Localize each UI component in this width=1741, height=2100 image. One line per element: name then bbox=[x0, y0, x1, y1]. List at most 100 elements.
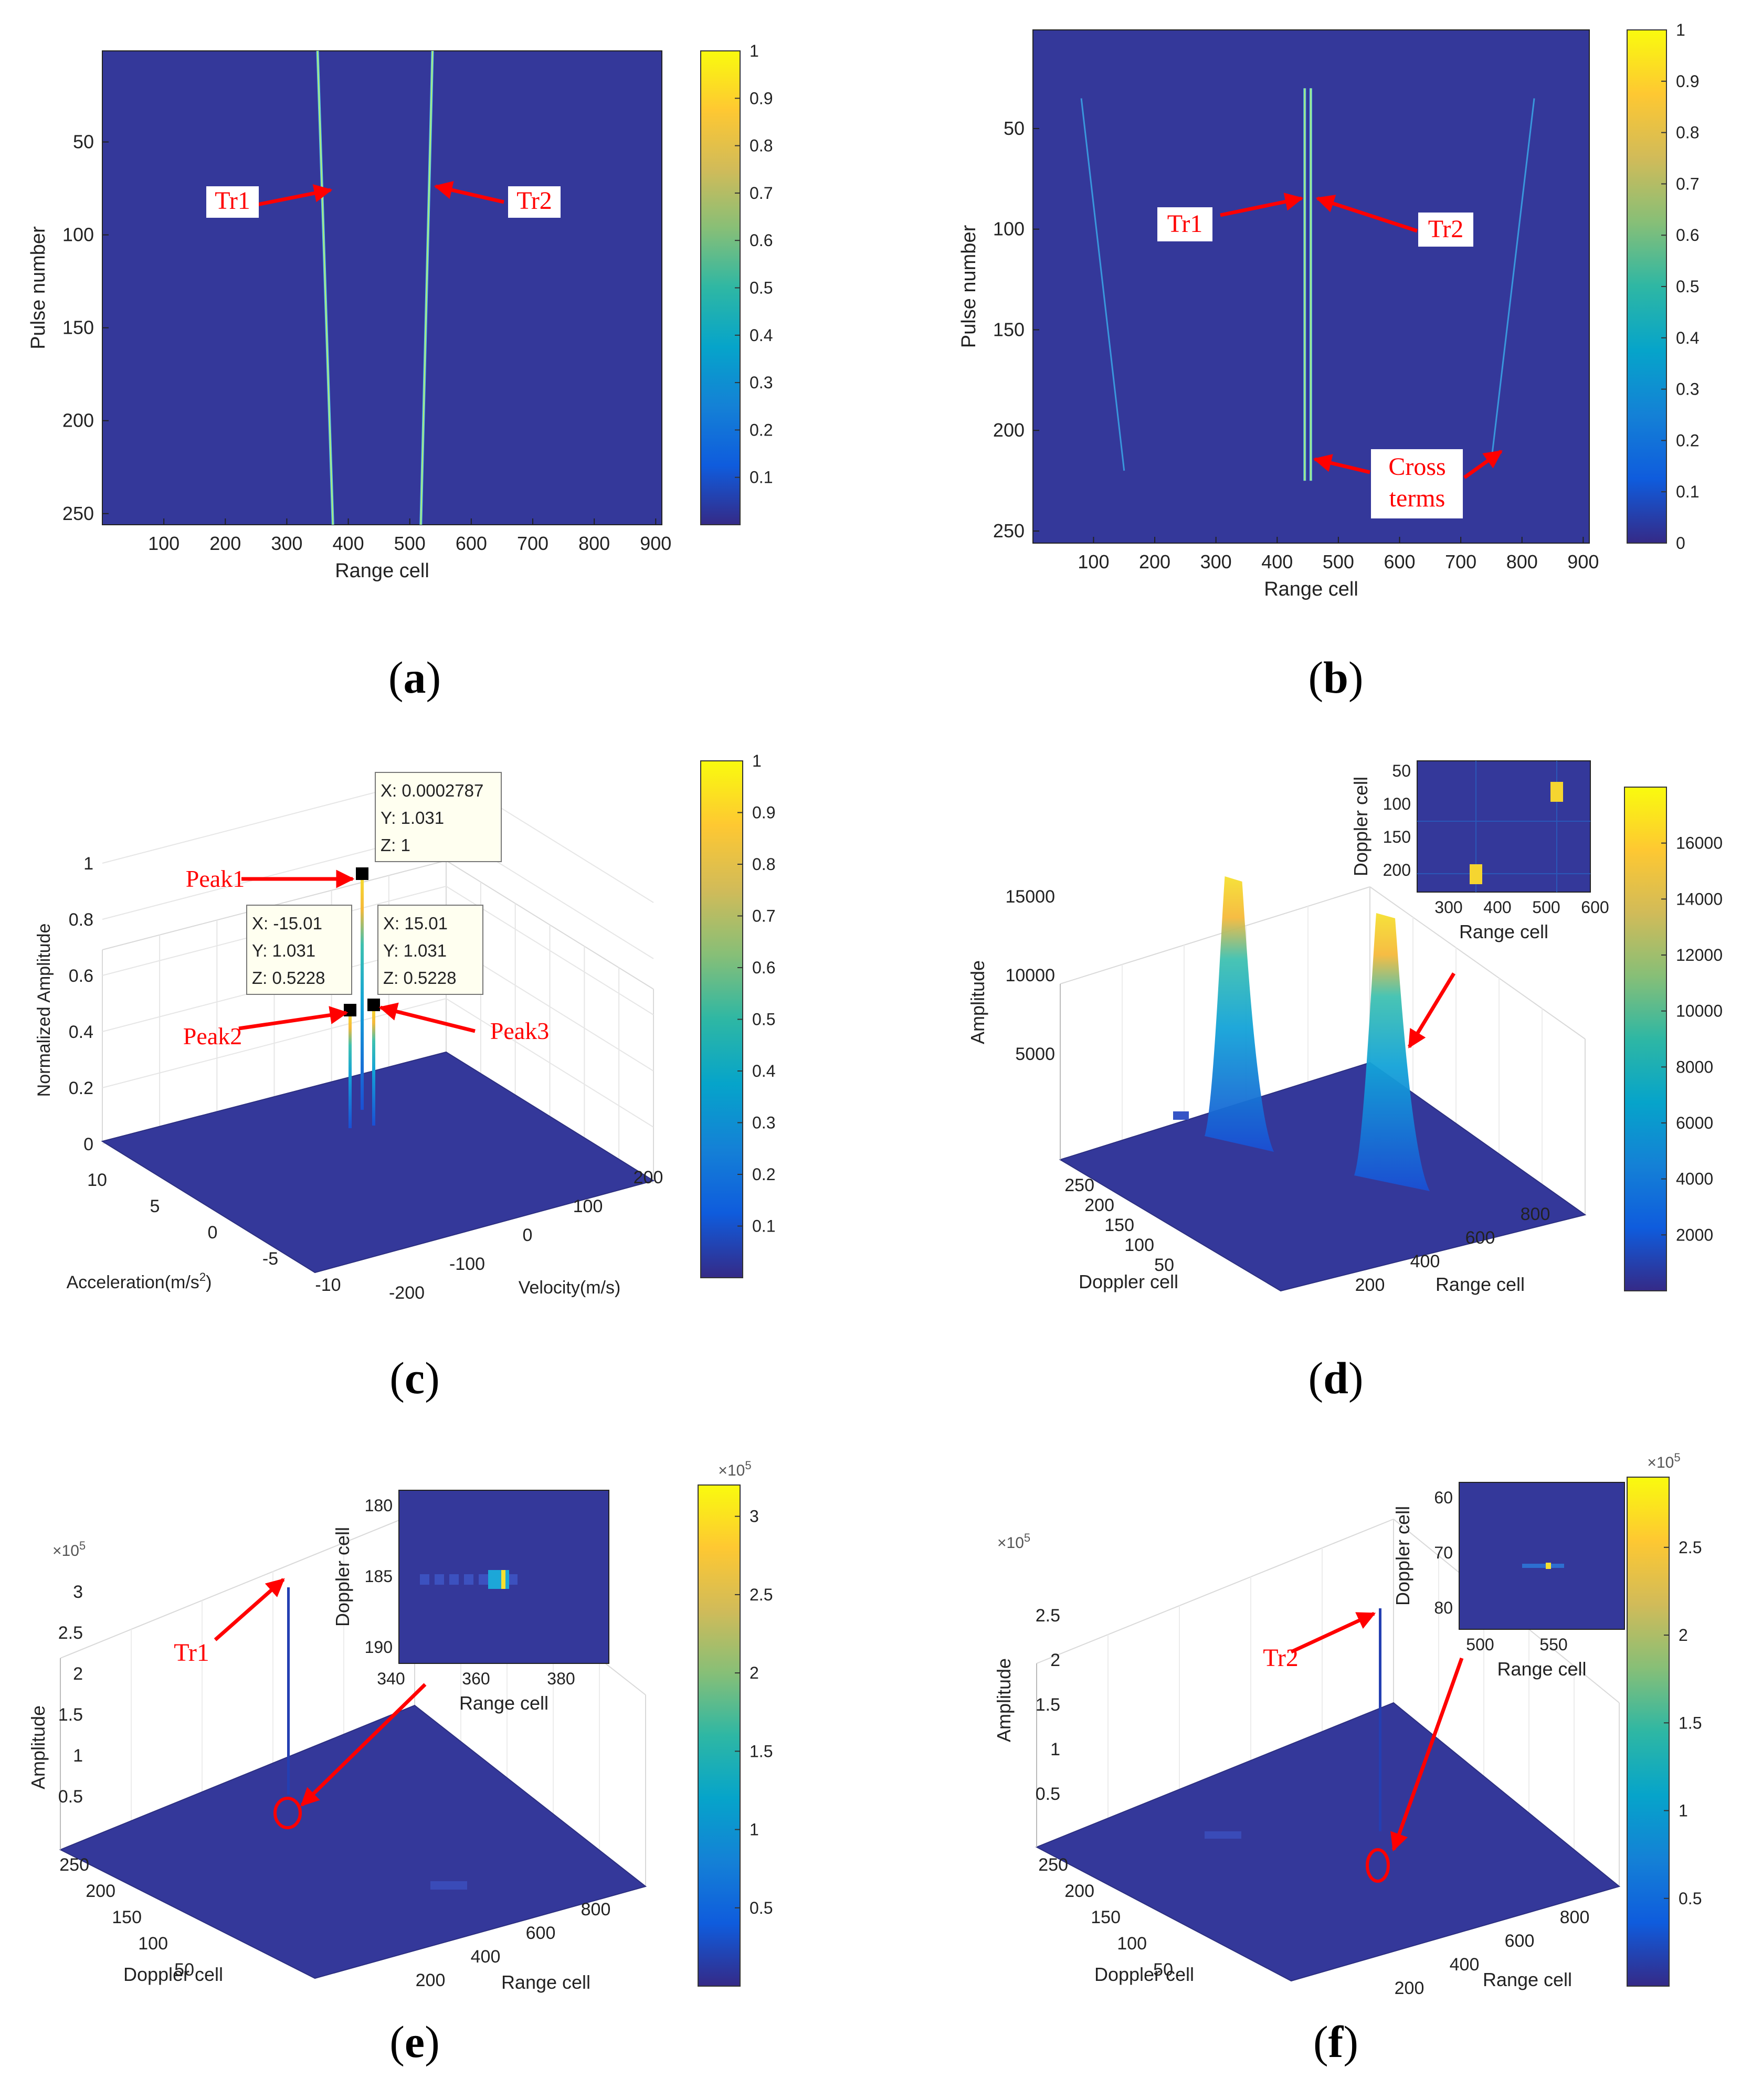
z-exponent-base: ×10 bbox=[997, 1534, 1024, 1552]
paren-close: ) bbox=[426, 652, 441, 703]
y-tick-label: 250 bbox=[62, 503, 94, 524]
label-tr1: Tr1 bbox=[174, 1639, 209, 1667]
y-tick-label: 250 bbox=[59, 1855, 89, 1875]
arrow-inset bbox=[300, 1683, 427, 1807]
y-axis-label-end: ) bbox=[206, 1272, 212, 1292]
x-tick-label: 500 bbox=[394, 533, 426, 554]
z-tick-label: 0.2 bbox=[69, 1078, 93, 1098]
panel-b-colorbar-tick-label: 0.1 bbox=[1676, 482, 1699, 501]
data-tip-line: Y: 1.031 bbox=[252, 941, 315, 960]
x-tick-label: -100 bbox=[449, 1254, 485, 1274]
y-axis-label: Pulse number bbox=[958, 225, 980, 348]
z-tick-label: 2 bbox=[1050, 1650, 1060, 1670]
paren-close: ) bbox=[425, 1353, 440, 1403]
panel-label-e: (e) bbox=[389, 2017, 439, 2067]
panel-d-colorbar-gradient bbox=[1624, 787, 1667, 1291]
panel-label-d-text: (d) bbox=[1308, 1353, 1363, 1403]
inset-x-axis-label: Range cell bbox=[459, 1692, 548, 1714]
panel-label-e-text: (e) bbox=[389, 2017, 439, 2067]
inset-streak-cell bbox=[420, 1574, 429, 1585]
grid-line bbox=[60, 1513, 415, 1659]
panel-a-colorbar-tick-label: 0.7 bbox=[750, 184, 773, 203]
panel-f-colorbar: 0.5 1 1.5 2 2.5 bbox=[1627, 1477, 1702, 1987]
data-tip-line: X: 0.0002787 bbox=[381, 781, 483, 800]
inset-y-tick-label: 150 bbox=[1383, 828, 1411, 846]
peak-1 bbox=[361, 874, 364, 1110]
z-tick-label: 1 bbox=[1050, 1740, 1060, 1759]
y-tick-label: 100 bbox=[1117, 1934, 1147, 1954]
panel-c-colorbar-tick-label: 0.9 bbox=[752, 803, 775, 822]
x-tick-label: 800 bbox=[578, 533, 610, 554]
panel-b-colorbar-tick-label: 1 bbox=[1676, 20, 1685, 39]
panel-b-colorbar-tick-label: 0.9 bbox=[1676, 72, 1699, 91]
inset-streak bbox=[1522, 1564, 1564, 1568]
arrow-peak2 bbox=[238, 1006, 349, 1031]
paren-open: ( bbox=[1313, 2017, 1328, 2067]
inset-peak bbox=[1546, 1563, 1551, 1569]
panel-f-colorbar-tick-label: 1.5 bbox=[1679, 1713, 1702, 1732]
paren-open: ( bbox=[1308, 1353, 1323, 1403]
panel-e-colorbar-tick-label: 2.5 bbox=[750, 1585, 773, 1604]
inset-x-tick-label: 400 bbox=[1483, 898, 1511, 917]
x-tick-label: 800 bbox=[581, 1900, 611, 1919]
x-axis-label: Range cell bbox=[335, 560, 429, 582]
label-tr2: Tr2 bbox=[1418, 213, 1473, 247]
panel-a-colorbar-tick-label: 0.2 bbox=[750, 420, 773, 439]
panel-label-f: (f) bbox=[1313, 2017, 1358, 2067]
data-tip-3: X: 15.01 Y: 1.031 Z: 0.5228 bbox=[377, 905, 483, 995]
x-tick-label: 800 bbox=[1506, 551, 1538, 572]
panel-c-colorbar-tick-label: 0.3 bbox=[752, 1113, 775, 1132]
x-tick-label: 400 bbox=[1410, 1251, 1440, 1271]
z-tick-label: 0.6 bbox=[69, 966, 93, 986]
data-tip-line: Z: 0.5228 bbox=[252, 968, 325, 988]
z-tick-label: 2.5 bbox=[1036, 1606, 1060, 1626]
inset-x-tick-label: 340 bbox=[377, 1669, 405, 1688]
circle-target bbox=[273, 1797, 302, 1829]
inset-y-tick-label: 50 bbox=[1392, 761, 1411, 780]
panel-a-colorbar-tick-label: 0.4 bbox=[750, 326, 773, 345]
z-tick-label: 10000 bbox=[1005, 966, 1055, 985]
z-tick-label: 0.4 bbox=[69, 1022, 93, 1042]
y-tick-label: -5 bbox=[262, 1249, 278, 1269]
z-tick-label: 1.5 bbox=[58, 1705, 83, 1725]
x-axis-label: Range cell bbox=[1436, 1274, 1525, 1295]
panel-a-colorbar-tick-label: 0.1 bbox=[750, 468, 773, 487]
inset-x-tick-label: 360 bbox=[462, 1669, 490, 1688]
paren-close: ) bbox=[425, 2017, 440, 2067]
panel-b-colorbar-tick-label: 0.3 bbox=[1676, 380, 1699, 399]
label-peak1: Peak1 bbox=[186, 865, 245, 892]
x-tick-label: 400 bbox=[1261, 551, 1293, 572]
track-cross-left bbox=[1080, 98, 1125, 471]
panel-d-colorbar-tick-label: 16000 bbox=[1676, 834, 1723, 853]
panel-c-colorbar-tick-label: 0.5 bbox=[752, 1010, 775, 1029]
floor-bump bbox=[430, 1881, 467, 1890]
z-exponent-power: 5 bbox=[1024, 1531, 1030, 1544]
panel-letter: e bbox=[405, 2017, 425, 2067]
data-tip-line: Z: 0.5228 bbox=[383, 968, 456, 988]
cross-terms-box bbox=[1371, 449, 1463, 518]
label-tr1-text: Tr1 bbox=[1167, 210, 1203, 238]
arrow-ridge bbox=[1408, 972, 1455, 1048]
x-axis-label: Range cell bbox=[501, 1971, 590, 1993]
label-tr2-box bbox=[508, 186, 561, 218]
panel-c-colorbar-tick-label: 0.7 bbox=[752, 907, 775, 926]
panel-c-colorbar-tick-label: 0.1 bbox=[752, 1217, 775, 1236]
panel-f-colorbar-tick-label: 0.5 bbox=[1679, 1889, 1702, 1908]
inset-streak-cell bbox=[449, 1574, 459, 1585]
label-tr1-box bbox=[206, 186, 259, 218]
colorbar-exponent: ×105 bbox=[718, 1459, 751, 1479]
inset-y-tick-label: 80 bbox=[1434, 1598, 1453, 1617]
panel-e-colorbar-tick-label: 0.5 bbox=[750, 1899, 773, 1917]
panel-label-b: (b) bbox=[1308, 652, 1363, 703]
x-tick-label: 100 bbox=[1078, 551, 1109, 572]
inset-plot bbox=[1417, 760, 1591, 893]
x-tick-label: 600 bbox=[526, 1923, 556, 1943]
y-tick-label: 100 bbox=[1124, 1235, 1154, 1255]
x-tick-label: 300 bbox=[1200, 551, 1232, 572]
cross-terms-line2: terms bbox=[1389, 484, 1445, 512]
panel-c-colorbar-tick-label: 0.2 bbox=[752, 1165, 775, 1184]
y-tick-label: 100 bbox=[62, 224, 94, 246]
arrow-tr2 bbox=[1290, 1611, 1376, 1654]
x-tick-label: 400 bbox=[471, 1947, 501, 1967]
track-cross-right bbox=[1490, 98, 1535, 461]
